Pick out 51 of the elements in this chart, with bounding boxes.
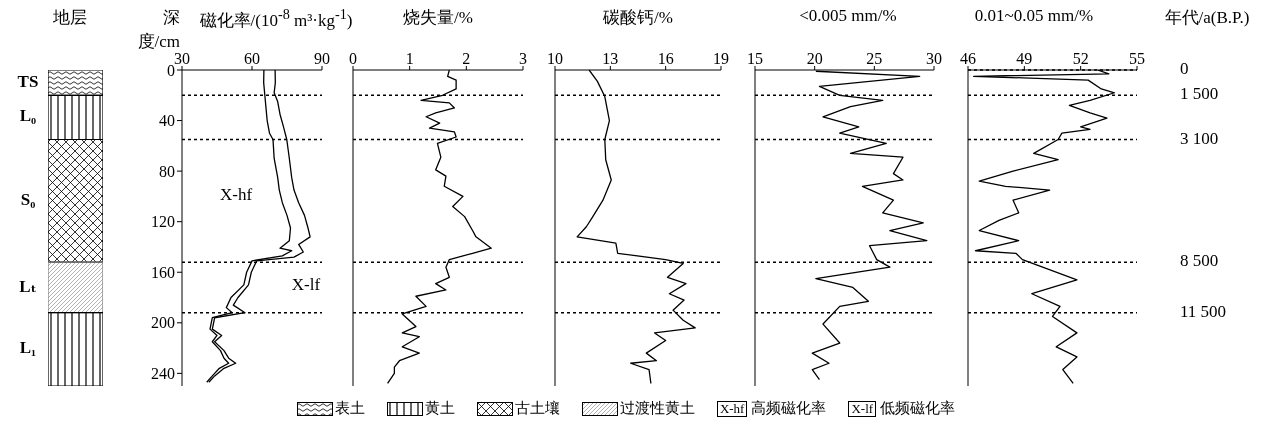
text: TS xyxy=(16,71,40,92)
chart-title: 碳酸钙/% xyxy=(602,7,674,29)
x-tick-label: 20 xyxy=(806,50,823,67)
y-tick-label: 200 xyxy=(151,314,175,332)
x-tick-label: 15 xyxy=(747,50,763,67)
y-tick-label: 240 xyxy=(151,365,175,383)
x-tick-label: 60 xyxy=(244,50,260,67)
x-tick-label: 10 xyxy=(547,50,563,67)
legend-label: 黄土 xyxy=(424,399,455,418)
chart-title: 烧失量/% xyxy=(403,8,473,27)
x-tick-label: 3 xyxy=(519,50,527,67)
x-tick-label: 30 xyxy=(174,50,190,67)
text: 1 500 xyxy=(1180,84,1220,105)
y-tick-label: 0 xyxy=(167,61,175,79)
x-tick-label: 52 xyxy=(1072,50,1089,67)
x-tick-label: 30 xyxy=(926,50,942,67)
x-tick-label: 25 xyxy=(866,50,883,67)
x-tick-label: 13 xyxy=(602,50,619,67)
x-tick-label: 90 xyxy=(314,50,330,67)
text: L₁ xyxy=(18,338,38,359)
x-tick-label: 16 xyxy=(657,50,674,67)
text: Lₜ xyxy=(18,276,38,298)
y-tick-label: 120 xyxy=(151,213,175,231)
chart-title: 0.01~0.05 mm/% xyxy=(973,6,1095,26)
x-tick-label: 1 xyxy=(405,50,414,67)
legend-label: 表土 xyxy=(334,399,365,418)
y2-axis-title: 年代/a(B.P.) xyxy=(1163,7,1251,29)
x-tick-label: 49 xyxy=(1016,50,1033,67)
x-tick-label: 55 xyxy=(1129,50,1145,67)
y-tick-label: 40 xyxy=(159,112,175,130)
chart-title: 磁化率/(10$^{-8}$ m³·kg$^{-1}$) xyxy=(199,6,353,30)
text: 8 500 xyxy=(1180,251,1220,272)
y-axis-title: 深度/cm xyxy=(136,7,180,53)
chart-title: <0.005 mm/% xyxy=(798,6,898,26)
annotation: X-lf xyxy=(290,275,322,295)
text: 3 100 xyxy=(1180,128,1220,149)
x-tick-label: 19 xyxy=(713,50,729,67)
text: S₀ xyxy=(19,189,37,210)
legend-label: 过渡性黄土 xyxy=(619,399,695,418)
y-tick-label: 160 xyxy=(151,263,175,281)
legend-label: 古土壤 xyxy=(514,399,560,418)
x-tick-label: 0 xyxy=(349,50,357,67)
text: X-lf 低频磁化率 xyxy=(850,399,956,418)
x-tick-label: 46 xyxy=(960,50,976,67)
text: L₀ xyxy=(18,106,38,127)
text: 11 500 xyxy=(1180,301,1228,322)
annotation: X-hf xyxy=(218,185,254,205)
legend-label: X-hf 高频磁化率 xyxy=(718,399,827,418)
x-tick-label: 2 xyxy=(462,50,471,67)
y-tick-label: 80 xyxy=(159,162,175,180)
chart-title: 地层 xyxy=(53,8,87,27)
